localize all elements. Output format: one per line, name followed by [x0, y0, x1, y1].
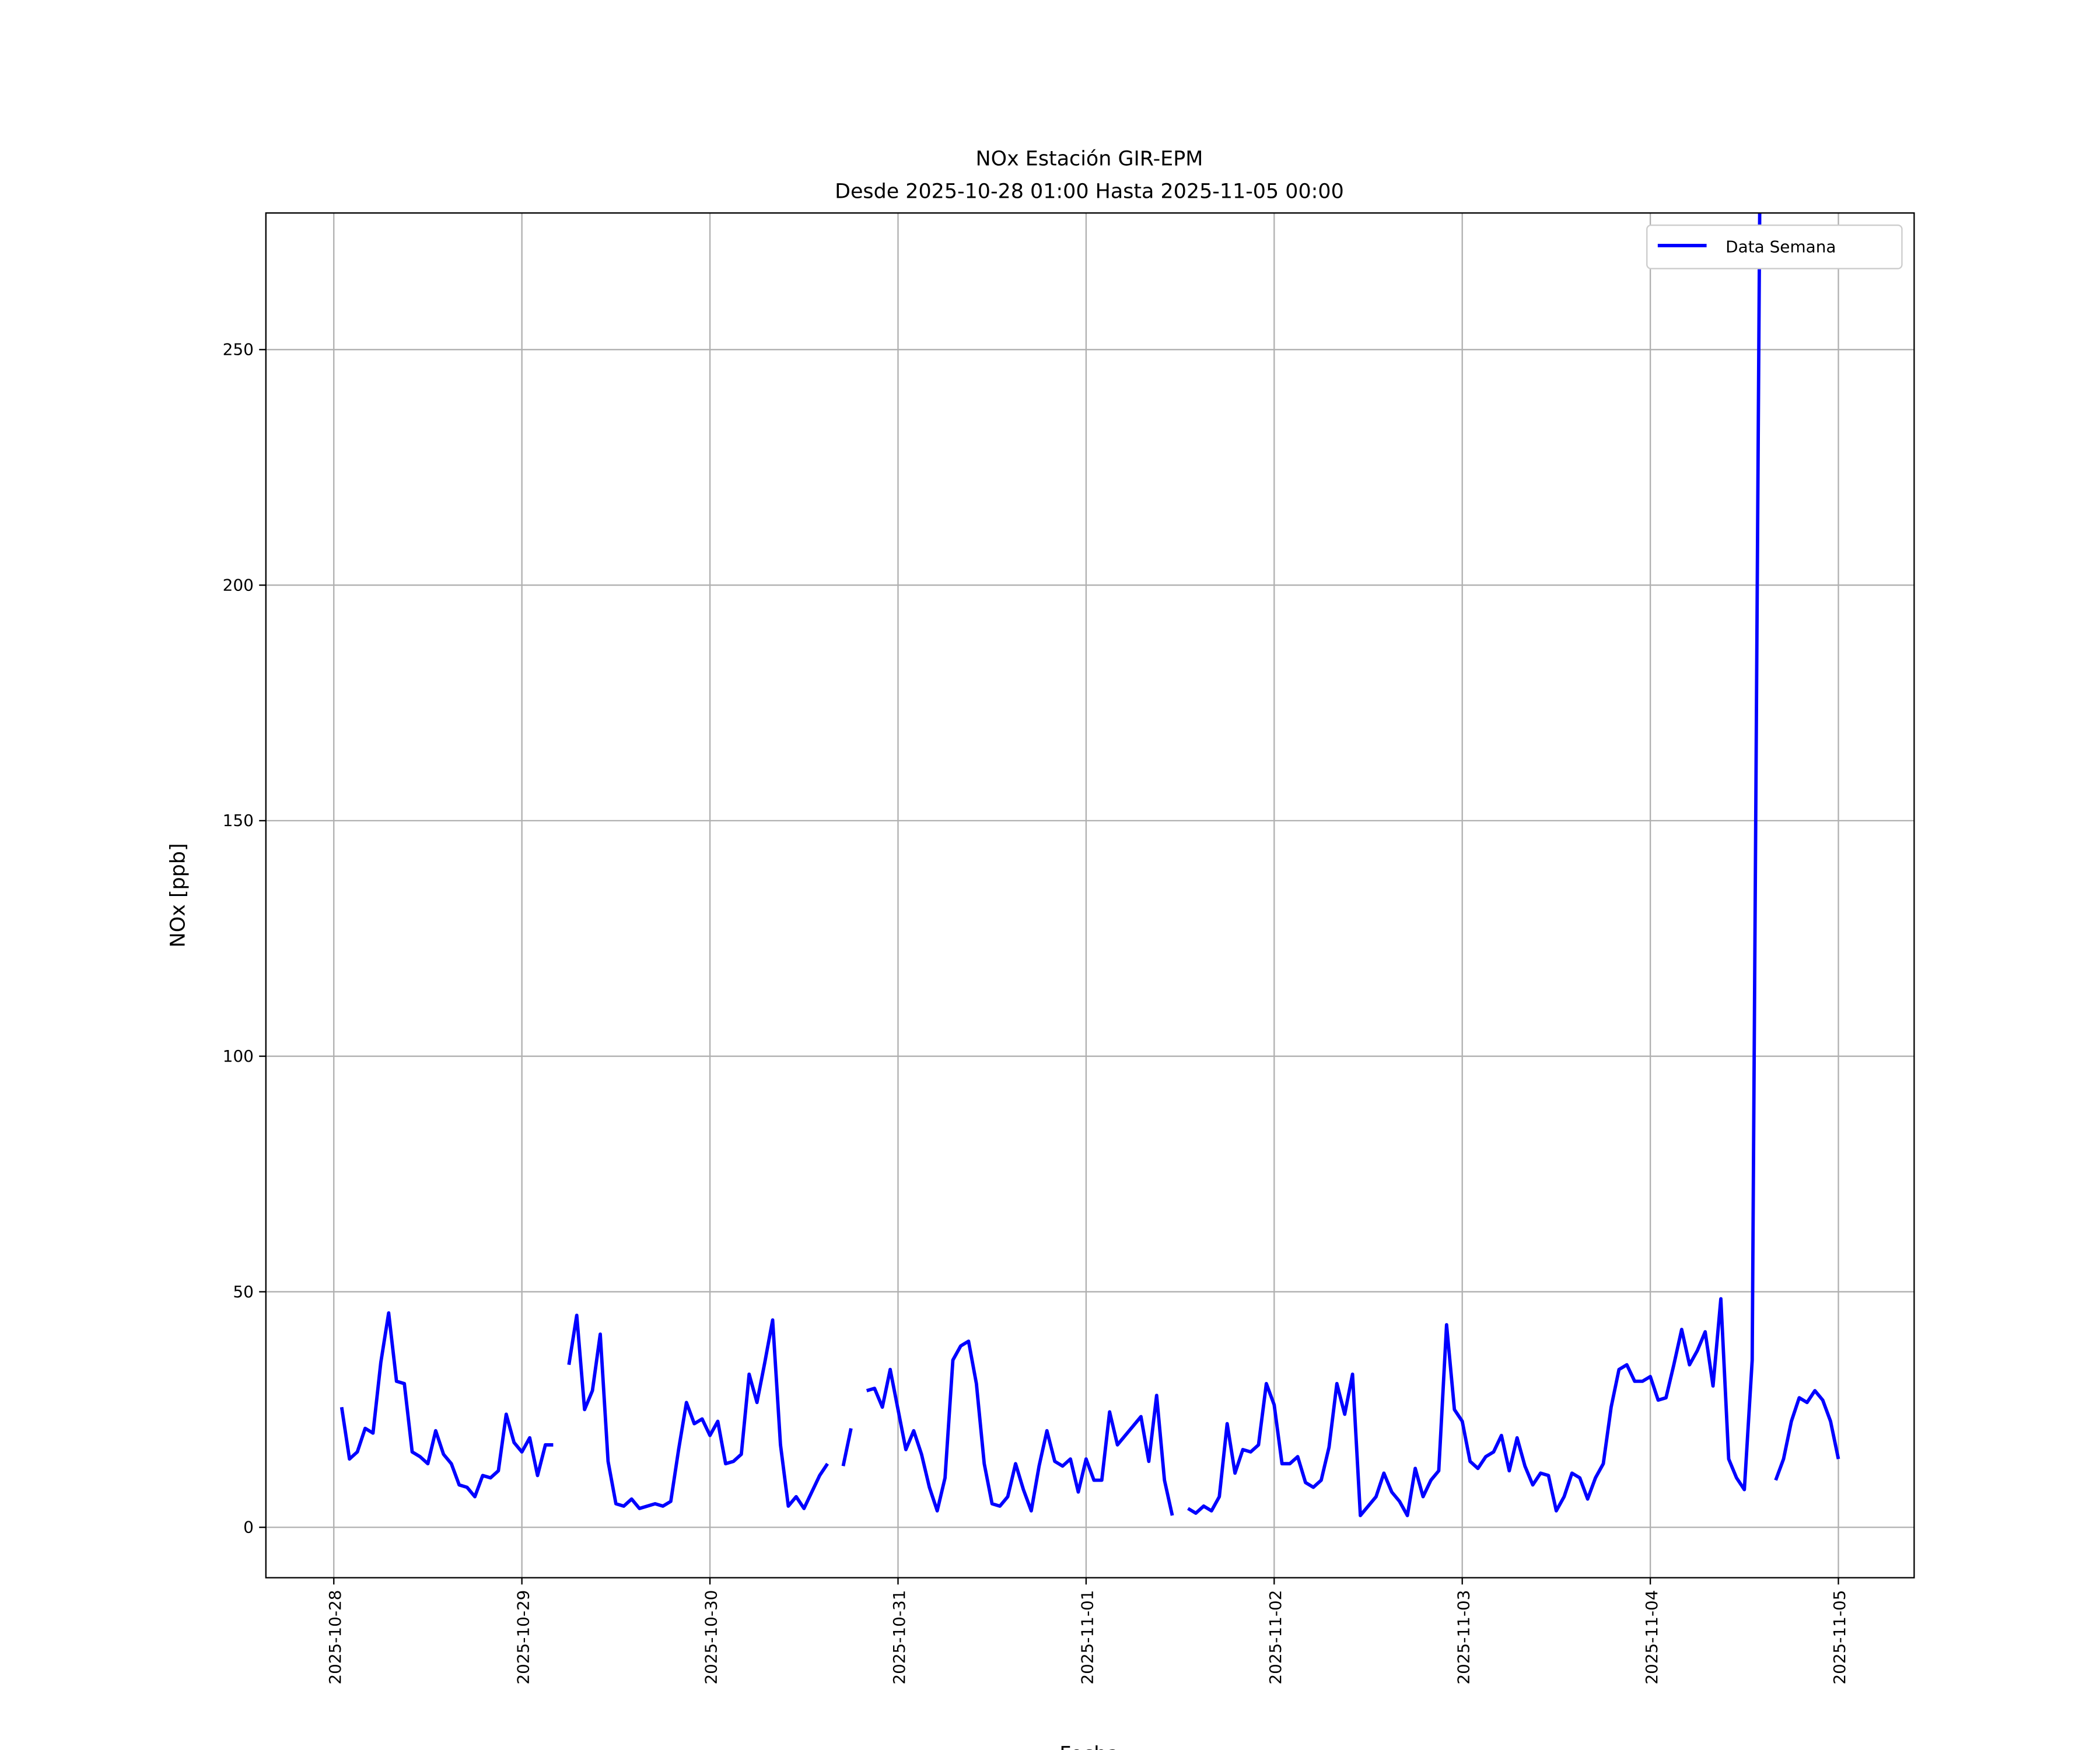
y-tick-label: 0 — [243, 1518, 254, 1537]
axes-frame — [265, 212, 1915, 1578]
legend-box — [1646, 224, 1903, 270]
ticks: 0 50 100 150 200 250 2025-10-28 2025-10-29 2025-… — [223, 340, 1850, 1685]
grid — [265, 213, 1915, 1578]
chart-subtitle: Desde 2025-10-28 01:00 Hasta 2025-11-05 … — [835, 180, 1344, 204]
plot-area — [340, 213, 1840, 1517]
chart-title: NOx Estación GIR-EPM — [976, 148, 1203, 171]
y-tick-label: 200 — [223, 575, 254, 594]
x-tick-label: 2025-10-29 — [513, 1590, 533, 1685]
y-tick-label: 150 — [223, 811, 254, 830]
x-axis-label: Fecha — [1059, 1743, 1119, 1750]
x-tick-label: 2025-11-03 — [1454, 1590, 1473, 1685]
x-tick-label: 2025-10-31 — [890, 1590, 909, 1685]
x-tick-label: 2025-10-30 — [702, 1590, 721, 1685]
legend: Data Semana — [1646, 224, 1903, 270]
y-tick-label: 100 — [223, 1046, 254, 1066]
x-tick-label: 2025-10-28 — [326, 1590, 345, 1685]
y-tick-label: 50 — [233, 1282, 254, 1301]
data-line — [340, 213, 1840, 1517]
x-tick-label: 2025-11-01 — [1078, 1590, 1097, 1685]
x-tick-label: 2025-11-02 — [1266, 1590, 1285, 1685]
y-tick-label: 250 — [223, 340, 254, 359]
x-tick-label: 2025-11-05 — [1830, 1590, 1849, 1685]
legend-label: Data Semana — [1726, 237, 1836, 257]
y-axis-label: NOx [ppb] — [166, 843, 190, 947]
x-tick-label: 2025-11-04 — [1642, 1590, 1661, 1685]
